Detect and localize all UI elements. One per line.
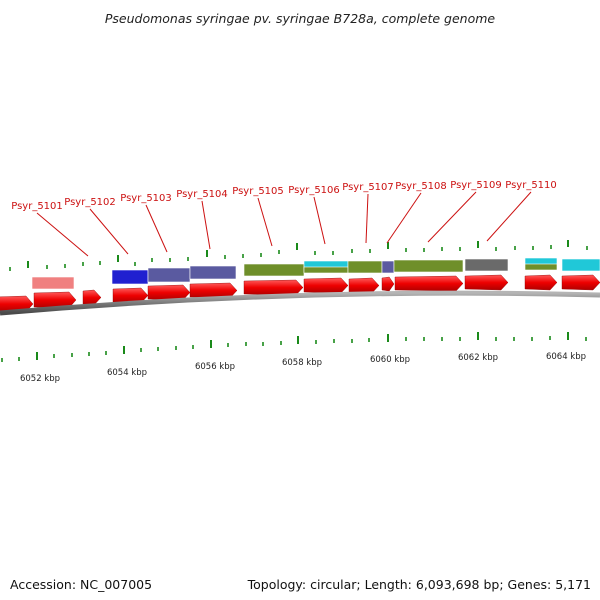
cog-bar <box>464 258 509 272</box>
cog-bar <box>243 263 305 277</box>
gene-arrow[interactable] <box>82 289 102 306</box>
label-leader-line <box>386 192 422 244</box>
inner-tick-row <box>1 332 587 362</box>
gene-arrow[interactable] <box>147 284 191 301</box>
label-leader-line <box>313 196 326 245</box>
map-title: Pseudomonas syringae pv. syringae B728a,… <box>105 11 496 26</box>
scale-label: 6058 kbp <box>282 358 322 368</box>
scale-label: 6060 kbp <box>370 355 410 365</box>
scale-labels: 6052 kbp 6054 kbp 6056 kbp 6058 kbp 6060 kbp… <box>20 352 586 384</box>
gene-arrow[interactable] <box>243 279 304 296</box>
scale-label: 6052 kbp <box>20 374 60 384</box>
cog-bar <box>347 260 383 274</box>
gene-label[interactable]: Psyr_5102 <box>64 197 116 208</box>
gene-arrow[interactable] <box>381 276 395 292</box>
cog-bar <box>381 260 395 274</box>
gene-arrows <box>0 274 600 313</box>
gene-label[interactable]: Psyr_5105 <box>232 186 284 197</box>
label-leader-line <box>257 197 273 247</box>
gene-label[interactable]: Psyr_5103 <box>120 193 172 204</box>
cog-bar <box>147 267 191 283</box>
scale-label: 6054 kbp <box>107 368 147 378</box>
label-leader-line <box>486 191 532 242</box>
genome-summary-text: Topology: circular; Length: 6,093,698 bp… <box>247 577 591 592</box>
gene-arrow[interactable] <box>524 274 558 291</box>
cog-bar <box>31 276 75 290</box>
scale-label: 6056 kbp <box>195 362 235 372</box>
gene-label-leaders <box>36 191 532 257</box>
cog-bar <box>189 265 237 280</box>
label-leader-line <box>89 208 129 255</box>
gene-arrow[interactable] <box>112 287 149 304</box>
gene-label[interactable]: Psyr_5108 <box>395 181 447 192</box>
cog-category-bars <box>31 257 600 290</box>
label-leader-line <box>427 191 477 243</box>
label-leader-line <box>365 193 369 244</box>
label-leader-line <box>145 204 168 253</box>
gene-arrow[interactable] <box>303 277 349 294</box>
gene-arrow[interactable] <box>33 291 77 309</box>
cog-bar <box>393 259 464 273</box>
gene-arrow[interactable] <box>189 282 238 299</box>
gene-arrow[interactable] <box>464 274 509 291</box>
gene-label[interactable]: Psyr_5109 <box>450 180 502 191</box>
genome-backbone <box>0 290 600 316</box>
gene-arrow[interactable] <box>0 295 34 313</box>
gene-label[interactable]: Psyr_5110 <box>505 180 557 191</box>
cog-bar <box>524 263 558 271</box>
scale-label: 6064 kbp <box>546 352 586 362</box>
outer-tick-row <box>9 240 588 271</box>
label-leader-line <box>201 200 211 250</box>
gene-label[interactable]: Psyr_5107 <box>342 182 394 193</box>
label-leader-line <box>36 212 89 257</box>
gene-label[interactable]: Psyr_5106 <box>288 185 340 196</box>
gene-labels: Psyr_5101 Psyr_5102 Psyr_5103 Psyr_5104 Psyr… <box>11 180 557 212</box>
cog-bar <box>303 266 349 274</box>
gene-label[interactable]: Psyr_5101 <box>11 201 63 212</box>
cog-bar <box>111 269 149 285</box>
gene-arrow[interactable] <box>394 275 464 292</box>
accession-text: Accession: NC_007005 <box>10 577 153 592</box>
cog-bar <box>561 258 600 272</box>
gene-label[interactable]: Psyr_5104 <box>176 189 228 200</box>
gene-arrow[interactable] <box>561 274 600 291</box>
scale-label: 6062 kbp <box>458 353 498 363</box>
gene-arrow[interactable] <box>348 277 380 294</box>
